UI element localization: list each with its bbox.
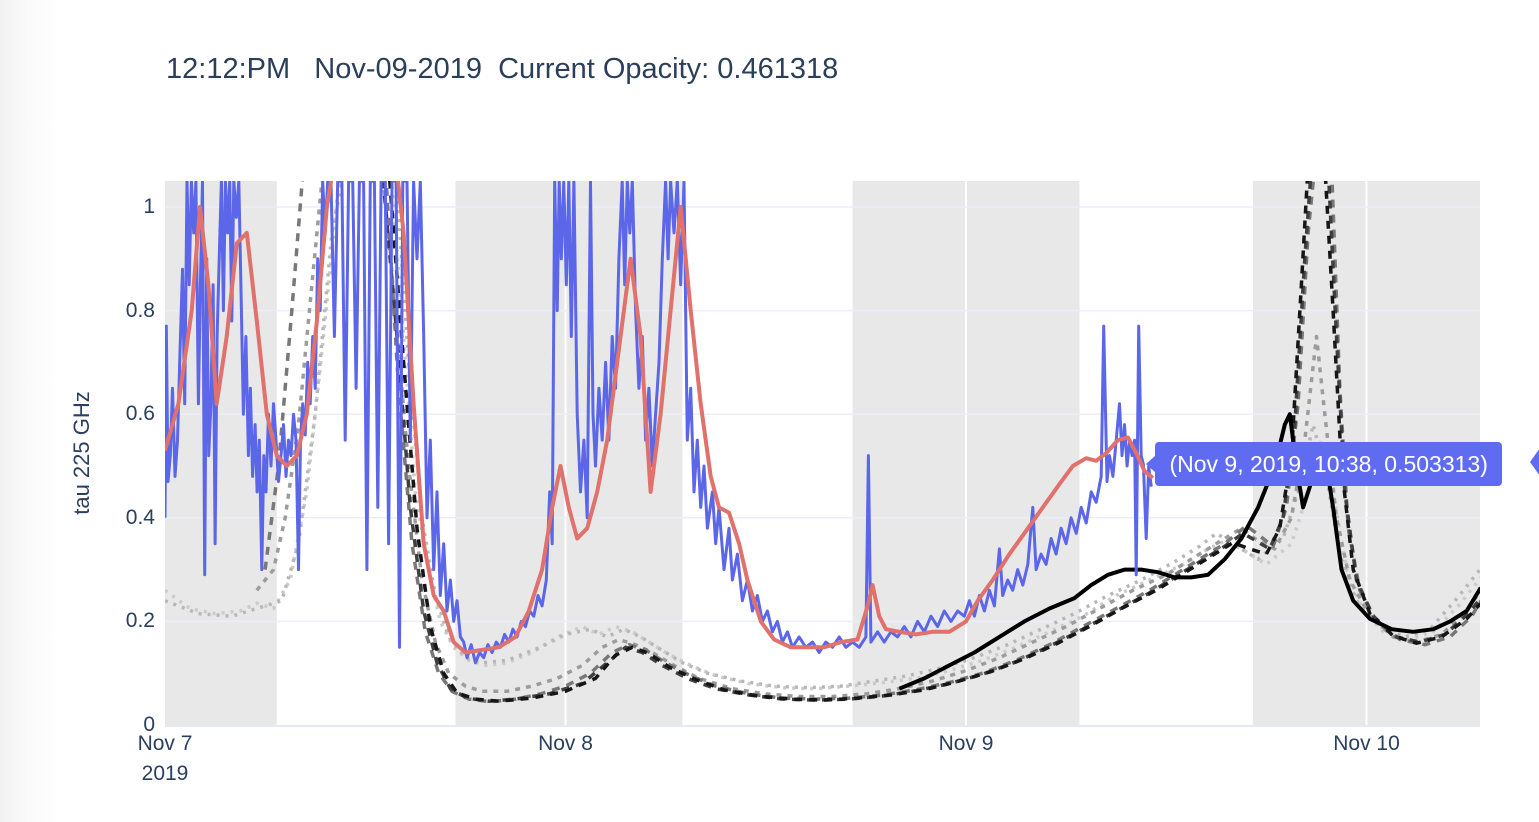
series-forecast_current_solid [898,412,1480,691]
series-tau225_measured [165,181,1153,665]
hover-tooltip: (Nov 9, 2019, 10:38, 0.503313) [1146,442,1502,487]
y-tick-label: 0.2 [125,609,155,633]
hover-tooltip-caret-icon [1146,455,1157,474]
series-tau225_smoothed [165,181,1155,655]
series-forecast_run_1_oldest [165,181,1480,691]
x-tick-label: Nov 7 2019 [137,732,193,785]
y-tick-label: 1 [143,195,155,218]
hover-tooltip-text: (Nov 9, 2019, 10:38, 0.503313) [1169,451,1488,478]
y-tick-label: 0.4 [125,505,155,529]
x-tick-label: Nov 8 [538,732,593,755]
series-forecast_run_6_newest [388,181,1480,703]
series-forecast_run_3 [255,181,1480,699]
x-tick-label: Nov 9 [938,732,994,755]
y-tick-label: 0.6 [125,402,155,426]
x-tick-label: Nov 10 [1333,732,1400,755]
chart-title: 12:12:PM Nov-09-2019 Current Opacity: 0.… [166,53,839,85]
y-tick-label: 0 [143,713,155,736]
tooltip-fragment-right-edge [1530,448,1539,476]
y-tick-label: 0.8 [125,298,155,322]
